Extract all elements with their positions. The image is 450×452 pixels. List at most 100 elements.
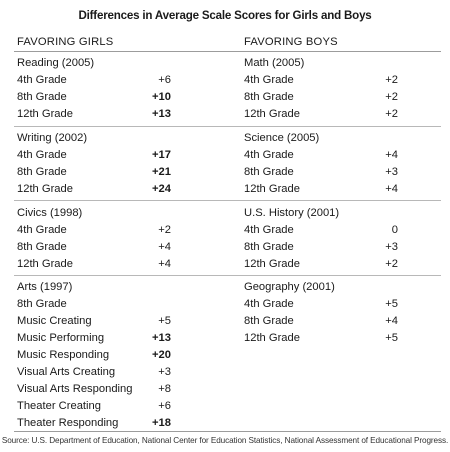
source-note: Source: U.S. Department of Education, Na… [1,436,449,445]
score-value: +24 [152,183,171,195]
score-value: +4 [158,258,171,270]
score-value: +4 [385,183,398,195]
score-row: Visual Arts Responding +8 [17,381,171,398]
favoring-girls-header: FAVORING GIRLS [17,36,114,48]
grade-label: 8th Grade [17,166,67,178]
score-value: +2 [385,91,398,103]
score-row: 4th Grade +4 [244,147,398,164]
subject-heading: Math (2005) [244,57,305,69]
grade-label: Music Creating [17,315,92,327]
score-value: +3 [385,241,398,253]
score-row: 4th Grade +17 [17,147,171,164]
score-row: 8th Grade +4 [244,313,398,330]
grade-label: 4th Grade [17,74,67,86]
score-value: +2 [158,224,171,236]
subject-heading: Civics (1998) [17,207,83,219]
grade-label: 8th Grade [244,315,294,327]
score-value: +20 [152,349,171,361]
score-value: +2 [385,258,398,270]
grade-label: 12th Grade [244,108,300,120]
score-row: Music Creating +5 [17,313,171,330]
subject-heading: Writing (2002) [17,132,88,144]
score-value: 0 [391,224,398,236]
subject-heading: Geography (2001) [244,281,335,293]
section-divider-1 [14,126,441,127]
subject-group: Science (2005) 4th Grade +4 8th Grade +3 12th… [244,130,398,198]
section-divider-3 [14,275,441,276]
score-row: 8th Grade +21 [17,164,171,181]
score-value: +6 [158,74,171,86]
score-value: +4 [158,241,171,253]
score-row: 4th Grade +6 [17,72,171,89]
grade-label: 8th Grade [244,241,294,253]
grade-label: 8th Grade [244,166,294,178]
score-row: 8th Grade +3 [244,239,398,256]
score-value: +3 [158,366,171,378]
score-value: +18 [152,417,171,429]
score-row: 8th Grade +3 [244,164,398,181]
subject-heading: U.S. History (2001) [244,207,340,219]
grade-label: Music Performing [17,332,105,344]
score-row: 12th Grade +24 [17,181,171,198]
score-row: 8th Grade +4 [17,239,171,256]
score-row: 4th Grade +2 [17,222,171,239]
score-row: Music Responding +20 [17,347,171,364]
score-row: 4th Grade 0 [244,222,398,239]
score-value: +8 [158,383,171,395]
score-value: +13 [152,332,171,344]
score-row: Music Performing +13 [17,330,171,347]
score-value: +5 [385,332,398,344]
score-value: +2 [385,108,398,120]
score-value: +2 [385,74,398,86]
score-row: 8th Grade +2 [244,89,398,106]
grade-label: 4th Grade [244,298,294,310]
score-row: 8th Grade +10 [17,89,171,106]
subject-heading: Science (2005) [244,132,320,144]
grade-label: 4th Grade [17,224,67,236]
subject-group: Arts (1997) 8th Grade Music Creating +5 Musi… [17,279,171,432]
score-value: +4 [385,315,398,327]
table-title: Differences in Average Scale Scores for … [78,9,372,22]
score-value: +5 [385,298,398,310]
grade-label: 4th Grade [17,149,67,161]
score-row: 12th Grade +2 [244,256,398,273]
grade-label: Music Responding [17,349,110,361]
score-value: +4 [385,149,398,161]
grade-label: 12th Grade [244,258,300,270]
grade-label: Visual Arts Responding [17,383,133,395]
subject-group: Civics (1998) 4th Grade +2 8th Grade +4 12th … [17,205,171,273]
subject-group: Math (2005) 4th Grade +2 8th Grade +2 12th Gr… [244,55,398,123]
score-value: +6 [158,400,171,412]
score-row: 12th Grade +2 [244,106,398,123]
grade-label: Theater Responding [17,417,119,429]
subject-group: Writing (2002) 4th Grade +17 8th Grade +21 12… [17,130,171,198]
subject-group: Geography (2001) 4th Grade +5 8th Grade +4 12… [244,279,398,347]
score-row: 12th Grade +5 [244,330,398,347]
score-value: +21 [152,166,171,178]
grade-label: 4th Grade [244,74,294,86]
grade-label: 12th Grade [244,332,300,344]
score-row: 4th Grade +2 [244,72,398,89]
subject-heading: Reading (2005) [17,57,95,69]
favoring-boys-header: FAVORING BOYS [244,36,338,48]
section-divider-2 [14,200,441,201]
score-row: 12th Grade +13 [17,106,171,123]
score-row: 8th Grade [17,296,171,313]
subject-group: Reading (2005) 4th Grade +6 8th Grade +10 12t… [17,55,171,123]
grade-label: 4th Grade [244,224,294,236]
bottom-rule [14,431,441,432]
grade-label: 8th Grade [17,241,67,253]
score-row: Visual Arts Creating +3 [17,364,171,381]
grade-label: 12th Grade [17,183,73,195]
grade-label: Visual Arts Creating [17,366,116,378]
score-value: +17 [152,149,171,161]
score-value: +13 [152,108,171,120]
score-value: +10 [152,91,171,103]
score-row: Theater Responding +18 [17,415,171,432]
subject-group: U.S. History (2001) 4th Grade 0 8th Grade +3… [244,205,398,273]
score-row: Theater Creating +6 [17,398,171,415]
grade-label: Theater Creating [17,400,101,412]
grade-label: 8th Grade [17,91,67,103]
grade-label: 4th Grade [244,149,294,161]
grade-label: 12th Grade [17,108,73,120]
